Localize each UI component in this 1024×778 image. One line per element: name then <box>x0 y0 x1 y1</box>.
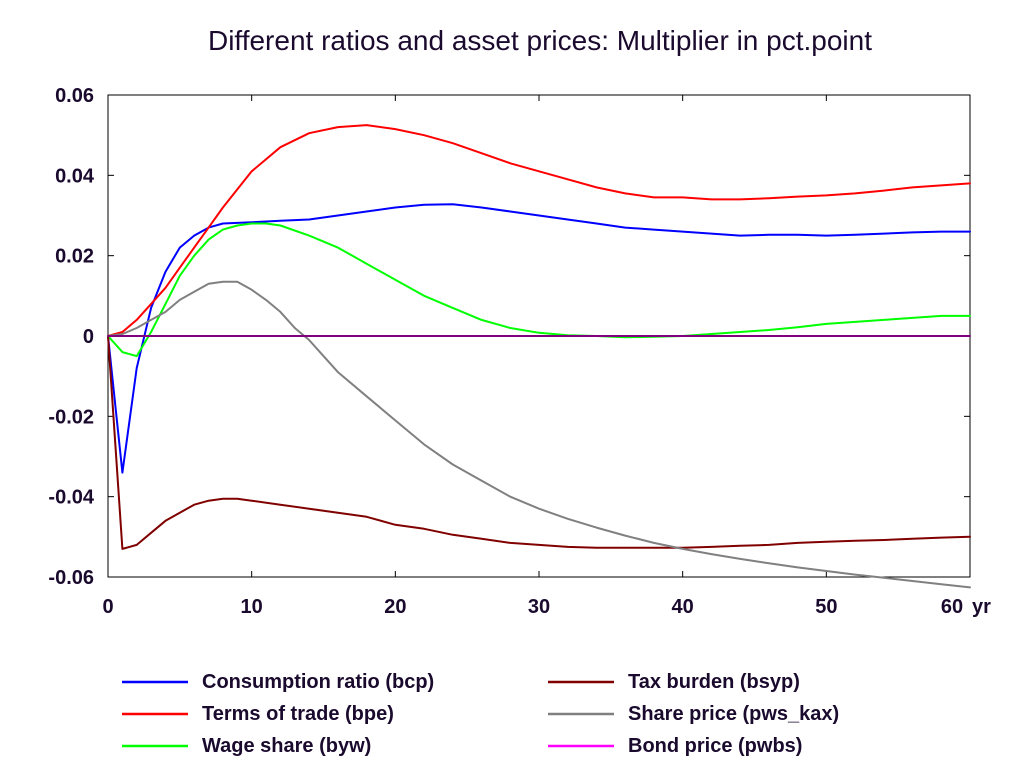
x-tick-label: 40 <box>672 596 694 618</box>
legend-label: Bond price (pwbs) <box>628 735 802 757</box>
x-tick-label: 20 <box>384 596 406 618</box>
y-tick-label: 0.06 <box>55 85 94 107</box>
y-tick-label: -0.02 <box>48 406 94 428</box>
legend-label: Terms of trade (bpe) <box>202 703 394 725</box>
legend-label: Wage share (byw) <box>202 735 371 757</box>
series-lines <box>107 124 971 589</box>
legend-label: Share price (pws_kax) <box>628 703 839 725</box>
series-line-1 <box>107 124 971 337</box>
x-axis: 0 10 20 30 40 50 60 yr <box>102 95 991 618</box>
y-tick-label: 0.04 <box>55 165 95 187</box>
chart-title: Different ratios and asset prices: Multi… <box>208 25 872 56</box>
x-tick-label: 30 <box>528 596 550 618</box>
x-tick-label: 0 <box>102 596 113 618</box>
x-unit-label: yr <box>972 596 991 618</box>
x-tick-label: 50 <box>815 596 837 618</box>
series-line-3 <box>107 335 971 550</box>
x-tick-label: 10 <box>241 596 263 618</box>
y-tick-label: -0.06 <box>48 567 94 589</box>
legend: Consumption ratio (bcp) Terms of trade (b… <box>122 671 839 757</box>
y-axis: 0.06 0.04 0.02 0 -0.02 -0.04 -0.06 <box>48 85 970 589</box>
series-line-2 <box>107 222 971 358</box>
y-tick-label: -0.04 <box>48 487 94 509</box>
y-tick-label: 0.02 <box>55 246 94 268</box>
y-tick-label: 0 <box>83 326 94 348</box>
x-tick-label: 60 <box>941 596 963 618</box>
legend-label: Tax burden (bsyp) <box>628 671 800 693</box>
series-line-0 <box>107 203 971 474</box>
legend-label: Consumption ratio (bcp) <box>202 671 434 693</box>
series-line-4 <box>107 280 971 589</box>
